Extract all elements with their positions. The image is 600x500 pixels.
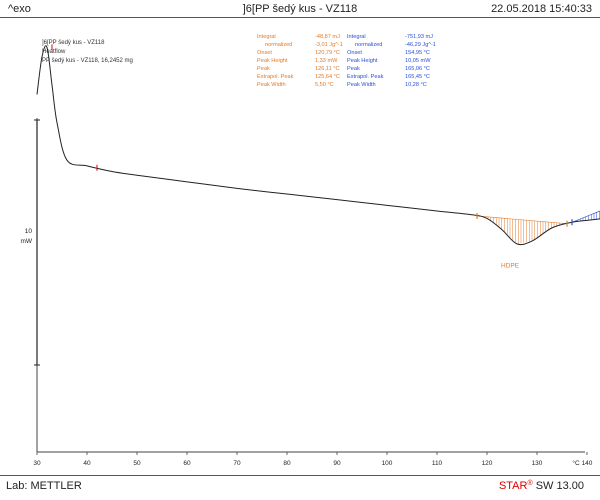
result-value: -46,29 Jg^-1 [405,42,436,48]
hdpe-results-table: Integral -48,87 mJ normalized -3,01 Jg^-1 On… [257,33,343,89]
sample-info: ]6[PP šedý kus - VZ118 Heatflow PP šedý … [42,39,133,66]
x-tick-label: 40 [83,460,91,467]
pp-results-table: Integral -751,93 mJ normalized -46,29 Jg^-1… [347,33,436,89]
sample-info-line: ]6[PP šedý kus - VZ118 [42,40,105,46]
result-row: Extrapol. Peak 125,64 °C [257,73,343,81]
result-value: 165,06 °C [405,66,430,72]
scale-bar-unit: mW [20,238,32,245]
sample-info-line: PP šedý kus - VZ118, 16,2452 mg [42,58,133,64]
result-row: normalized -46,29 Jg^-1 [347,41,436,49]
result-row: Peak Height 10,05 mW [347,57,436,65]
result-key: Peak Width [257,82,286,88]
footer-rule [0,475,600,476]
x-tick-label: 50 [133,460,141,467]
heatflow-curve [36,45,600,246]
x-tick-label: 70 [233,460,241,467]
result-key: Peak [257,66,270,72]
result-key: Onset [347,50,362,56]
result-value: 1,33 mW [315,58,338,64]
result-value: -3,01 Jg^-1 [315,42,343,48]
result-row: Peak Height 1,33 mW [257,57,343,65]
result-value: 165,45 °C [405,74,430,80]
x-tick-label: 80 [283,460,291,467]
result-key: Integral [257,34,276,40]
result-key: Peak Height [257,58,288,64]
software-version: STAR® SW 13.00 [499,480,584,492]
result-key: Extrapol. Peak [257,74,294,80]
result-row: Peak Width 10,28 °C [347,81,436,89]
x-tick-label: 130 [532,460,543,467]
result-value: 10,28 °C [405,82,427,88]
integration-baseline [476,215,568,224]
result-key: Peak Height [347,58,378,64]
result-row: Onset 154,95 °C [347,49,436,57]
result-key: normalized [355,42,383,48]
integration-baseline [571,210,600,223]
sample-info-line: Heatflow [42,49,66,55]
result-key: normalized [265,42,293,48]
result-value: 126,11 °C [315,66,340,72]
header-rule [0,17,600,18]
result-key: Peak [347,66,360,72]
result-row: Peak 165,06 °C [347,65,436,73]
scale-bar-value: 10 [25,228,33,235]
x-tick-label: 140 [582,460,593,467]
x-tick-label: 30 [33,460,41,467]
registered-mark: ® [527,480,533,487]
result-value: 10,05 mW [405,58,431,64]
result-key: Extrapol. Peak [347,74,384,80]
result-key: Integral [347,34,366,40]
timestamp: 22.05.2018 15:40:33 [491,3,592,15]
result-value: -48,87 mJ [315,34,340,40]
x-tick-label: 60 [183,460,191,467]
result-value: 125,64 °C [315,74,340,80]
result-value: 120,79 °C [315,50,340,56]
result-row: Integral -751,93 mJ [347,33,436,41]
exo-direction-label: ^exo [8,3,31,15]
result-key: Onset [257,50,272,56]
result-row: Extrapol. Peak 165,45 °C [347,73,436,81]
document-title: ]6[PP šedý kus - VZ118 [242,3,358,15]
lab-label: Lab: METTLER [6,480,82,492]
x-tick-label: 110 [432,460,443,467]
result-value: 5,50 °C [315,82,334,88]
result-row: normalized -3,01 Jg^-1 [257,41,343,49]
result-row: Peak 126,11 °C [257,65,343,73]
result-row: Peak Width 5,50 °C [257,81,343,89]
x-axis-unit: °C [572,459,580,467]
result-row: Onset 120,79 °C [257,49,343,57]
result-key: Peak Width [347,82,376,88]
result-value: -751,93 mJ [405,34,433,40]
x-tick-label: 100 [382,460,393,467]
star-brand: STAR [498,480,528,492]
software-label: SW 13.00 [532,480,584,492]
x-tick-label: 90 [333,460,341,467]
hdpe-annotation: HDPE [501,262,520,269]
result-row: Integral -48,87 mJ [257,33,343,41]
x-tick-label: 120 [482,460,493,467]
result-value: 154,95 °C [405,50,430,56]
